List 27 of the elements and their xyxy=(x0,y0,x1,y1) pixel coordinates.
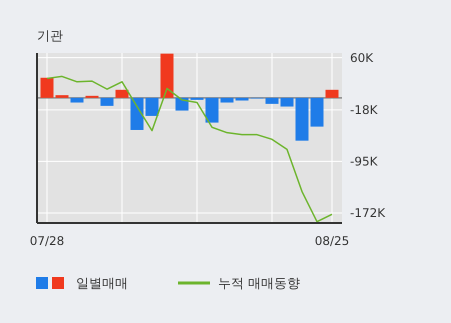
bar xyxy=(70,98,84,103)
y-tick-label: -18K xyxy=(350,103,379,118)
bar xyxy=(310,98,324,127)
bar xyxy=(176,98,188,111)
bar xyxy=(220,98,234,103)
bar xyxy=(146,98,158,116)
bar xyxy=(296,98,308,141)
legend-label: 일별매매 xyxy=(76,276,128,292)
line-series xyxy=(46,76,333,222)
bar xyxy=(116,90,128,98)
y-tick-label: -95K xyxy=(350,154,379,169)
chart-title: 기관 xyxy=(37,29,63,44)
x-tick-label: 08/25 xyxy=(314,234,350,248)
y-tick-label: 60K xyxy=(350,50,374,65)
bar xyxy=(266,98,278,104)
x-tick-label: 07/28 xyxy=(30,234,64,248)
bar xyxy=(326,90,338,98)
bar xyxy=(280,98,294,107)
bar xyxy=(56,95,68,98)
bar xyxy=(130,98,144,130)
bar xyxy=(160,54,174,98)
bar xyxy=(40,78,54,98)
bar xyxy=(236,98,248,101)
legend-label: 누적 매매동향 xyxy=(218,276,300,292)
bar xyxy=(206,98,218,123)
bar xyxy=(100,98,114,106)
y-tick-label: -172K xyxy=(350,206,386,220)
